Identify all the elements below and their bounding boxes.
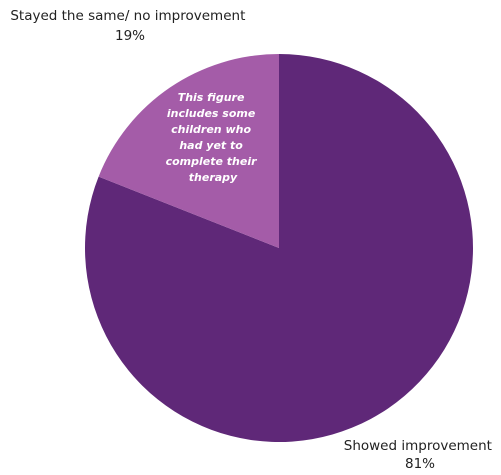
annotation-line: This figure	[178, 91, 245, 104]
annotation-note: This figure includes some children who h…	[166, 91, 261, 184]
slice-label-value: 19%	[115, 28, 145, 44]
annotation-line: complete their	[166, 155, 258, 168]
slice-label-no-improvement: Stayed the same/ no improvement 19%	[10, 8, 249, 44]
slice-label-value: 81%	[405, 456, 435, 472]
slice-label-improvement: Showed improvement 81%	[344, 438, 496, 472]
slice-label-name: Stayed the same/ no improvement	[10, 8, 245, 24]
slice-label-name: Showed improvement	[344, 438, 492, 454]
pie-slices	[84, 54, 473, 442]
annotation-line: includes some	[167, 107, 256, 120]
pie-slice-stayed-the-same-no-improvement	[98, 54, 280, 248]
annotation-line: had yet to	[179, 139, 243, 152]
annotation-line: therapy	[189, 171, 238, 184]
annotation-line: children who	[171, 123, 251, 136]
